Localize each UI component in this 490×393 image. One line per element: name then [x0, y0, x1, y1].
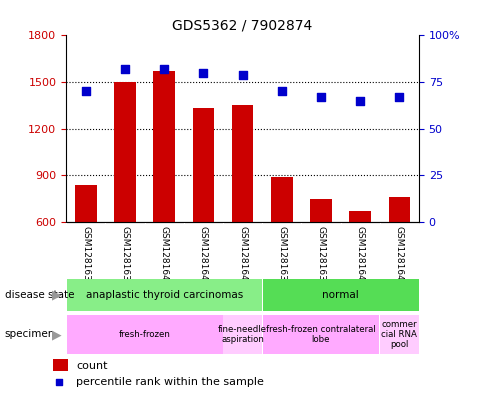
Text: GSM1281641: GSM1281641	[160, 226, 169, 286]
Point	[121, 66, 129, 72]
Text: GSM1281644: GSM1281644	[395, 226, 404, 286]
Point	[278, 88, 286, 94]
Bar	[232, 105, 253, 222]
Text: GSM1281640: GSM1281640	[356, 226, 365, 286]
Bar	[389, 197, 410, 222]
Bar	[263, 315, 379, 354]
Bar	[53, 359, 68, 371]
Point	[199, 70, 207, 76]
Point	[317, 94, 325, 100]
Bar	[349, 211, 371, 222]
Text: specimen: specimen	[5, 329, 55, 340]
Point	[55, 379, 63, 385]
Text: fresh-frozen contralateral
lobe: fresh-frozen contralateral lobe	[266, 325, 376, 344]
Text: anaplastic thyroid carcinomas: anaplastic thyroid carcinomas	[86, 290, 243, 300]
Text: GSM1281636: GSM1281636	[81, 226, 90, 286]
Text: ▶: ▶	[51, 328, 61, 341]
Bar	[223, 315, 262, 354]
Text: ▶: ▶	[51, 288, 61, 302]
Text: fresh-frozen: fresh-frozen	[119, 330, 171, 339]
Point	[239, 72, 246, 78]
Bar	[75, 185, 97, 222]
Point	[160, 66, 168, 72]
Text: count: count	[76, 361, 108, 371]
Text: GSM1281637: GSM1281637	[121, 226, 129, 286]
Text: percentile rank within the sample: percentile rank within the sample	[76, 377, 264, 387]
Bar	[67, 315, 222, 354]
Bar	[114, 82, 136, 222]
Bar	[263, 279, 418, 311]
Text: GSM1281642: GSM1281642	[199, 226, 208, 286]
Text: GSM1281638: GSM1281638	[277, 226, 286, 286]
Text: GSM1281639: GSM1281639	[317, 226, 325, 286]
Title: GDS5362 / 7902874: GDS5362 / 7902874	[172, 19, 313, 33]
Text: fine-needle
aspiration: fine-needle aspiration	[218, 325, 267, 344]
Text: normal: normal	[322, 290, 359, 300]
Bar	[193, 108, 214, 222]
Text: disease state: disease state	[5, 290, 74, 300]
Bar	[310, 200, 332, 222]
Bar	[380, 315, 418, 354]
Text: commer
cial RNA
pool: commer cial RNA pool	[381, 320, 417, 349]
Bar	[271, 177, 293, 222]
Point	[82, 88, 90, 94]
Point	[356, 97, 364, 104]
Bar	[67, 279, 262, 311]
Text: GSM1281643: GSM1281643	[238, 226, 247, 286]
Point	[395, 94, 403, 100]
Bar	[153, 71, 175, 222]
